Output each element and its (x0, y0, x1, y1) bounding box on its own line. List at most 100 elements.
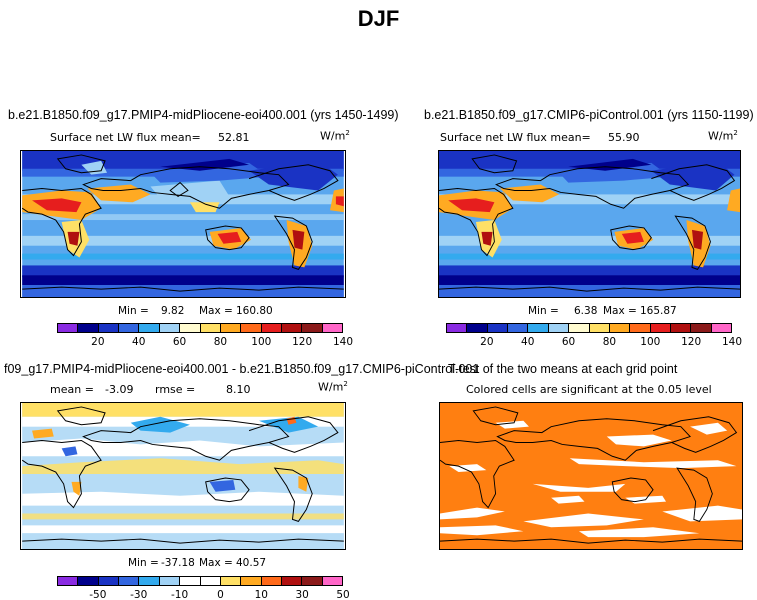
panel1-colorbar-tick: 60 (172, 336, 187, 348)
colorbar-swatch (711, 324, 732, 332)
colorbar-swatch (159, 324, 181, 332)
colorbar-swatch (58, 577, 79, 585)
colorbar-swatch (322, 324, 343, 332)
panel4-subtitle: Colored cells are significant at the 0.0… (466, 383, 712, 396)
colorbar-swatch (487, 324, 509, 332)
colorbar-swatch (58, 324, 79, 332)
panel2-map (438, 150, 741, 298)
colorbar-swatch (630, 324, 651, 332)
panel2-max-value: 165.87 (640, 305, 677, 317)
colorbar-swatch (78, 324, 99, 332)
panel2-colorbar (446, 323, 732, 333)
colorbar-swatch (261, 324, 282, 332)
colorbar-swatch (650, 324, 671, 332)
panel3-colorbar-tick: 50 (336, 589, 350, 600)
panel3-min-label: Min = (128, 557, 159, 569)
panel3-max-label: Max = (199, 557, 233, 569)
colorbar-swatch (139, 577, 160, 585)
panel1-colorbar-tick: 20 (91, 336, 105, 348)
panel2-colorbar-tick: 80 (602, 336, 617, 348)
panel3-mean-label: mean = (50, 383, 94, 396)
colorbar-swatch (548, 324, 570, 332)
figure-title: DJF (357, 6, 400, 31)
panel2-mean-label: Surface net LW flux mean= (440, 131, 591, 144)
colorbar-swatch (200, 324, 221, 332)
colorbar-swatch (281, 577, 303, 585)
panel3-colorbar-tick: 10 (254, 589, 268, 600)
panel3-mean-value: -3.09 (105, 383, 134, 396)
panel1-units: W/m2 (320, 129, 350, 143)
panel2-colorbar-tick: 20 (480, 336, 494, 348)
colorbar-swatch (78, 577, 99, 585)
colorbar-swatch (302, 577, 323, 585)
colorbar-swatch (281, 324, 303, 332)
panel3-title: f09_g17.PMIP4-midPliocene-eoi400.001 - b… (4, 362, 480, 376)
colorbar-swatch (261, 577, 282, 585)
panel2-min-label: Min = (528, 305, 559, 317)
colorbar-swatch (180, 324, 201, 332)
panel3-units: W/m2 (318, 380, 348, 394)
colorbar-swatch (467, 324, 488, 332)
panel3-map (20, 402, 346, 550)
colorbar-swatch (119, 324, 140, 332)
colorbar-swatch (508, 324, 529, 332)
colorbar-swatch (241, 577, 262, 585)
panel1-colorbar-tick: 140 (332, 336, 354, 348)
panel2-colorbar-tick: 100 (640, 336, 661, 348)
panel3-colorbar-tick: -10 (170, 589, 189, 600)
panel3-colorbar-tick: -30 (130, 589, 148, 600)
panel1-mean-value: 52.81 (218, 131, 250, 144)
colorbar-swatch (180, 577, 201, 585)
panel1-colorbar-tick: 80 (213, 336, 228, 348)
panel1-colorbar-tick: 120 (292, 336, 313, 348)
colorbar-swatch (322, 577, 343, 585)
colorbar-swatch (670, 324, 692, 332)
colorbar-swatch (609, 324, 631, 332)
colorbar-swatch (691, 324, 712, 332)
panel1-min-label: Min = (118, 305, 149, 317)
panel1-min-value: 9.82 (161, 305, 185, 317)
panel3-colorbar-tick: 30 (295, 589, 309, 600)
panel2-mean-value: 55.90 (608, 131, 640, 144)
colorbar-swatch (447, 324, 468, 332)
panel1-colorbar-tick: 40 (132, 336, 146, 348)
colorbar-swatch (569, 324, 590, 332)
panel3-max-value: 40.57 (236, 557, 267, 569)
colorbar-swatch (220, 577, 242, 585)
panel1-colorbar (57, 323, 343, 333)
panel3-min-value: -37.18 (161, 557, 195, 569)
panel3-colorbar (57, 576, 343, 586)
colorbar-swatch (302, 324, 323, 332)
panel3-colorbar-tick: 0 (217, 589, 224, 600)
panel2-max-label: Max = (603, 305, 637, 317)
colorbar-swatch (528, 324, 549, 332)
panel2-colorbar-tick: 40 (521, 336, 535, 348)
panel1-map (20, 150, 346, 298)
colorbar-swatch (159, 577, 181, 585)
panel4-title: T-test of the two means at each grid poi… (448, 362, 678, 376)
panel3-rmse-label: rmse = (155, 383, 196, 396)
panel3-rmse-value: 8.10 (226, 383, 251, 396)
panel3-colorbar-tick: -50 (89, 589, 107, 600)
panel1-mean-label: Surface net LW flux mean= (50, 131, 201, 144)
panel1-colorbar-tick: 100 (251, 336, 272, 348)
colorbar-swatch (241, 324, 262, 332)
panel2-colorbar-tick: 140 (721, 336, 743, 348)
colorbar-swatch (98, 577, 120, 585)
panel1-max-value: 160.80 (236, 305, 273, 317)
panel1-max-label: Max = (199, 305, 233, 317)
colorbar-swatch (139, 324, 160, 332)
panel2-title: b.e21.B1850.f09_g17.CMIP6-piControl.001 … (424, 108, 754, 122)
colorbar-swatch (220, 324, 242, 332)
panel4-map (439, 402, 743, 550)
colorbar-swatch (119, 577, 140, 585)
panel2-units: W/m2 (708, 129, 738, 143)
panel2-colorbar-tick: 120 (681, 336, 702, 348)
panel2-min-value: 6.38 (574, 305, 598, 317)
panel1-title: b.e21.B1850.f09_g17.PMIP4-midPliocene-eo… (8, 108, 399, 122)
colorbar-swatch (200, 577, 221, 585)
panel2-colorbar-tick: 60 (561, 336, 576, 348)
colorbar-swatch (589, 324, 610, 332)
colorbar-swatch (98, 324, 120, 332)
